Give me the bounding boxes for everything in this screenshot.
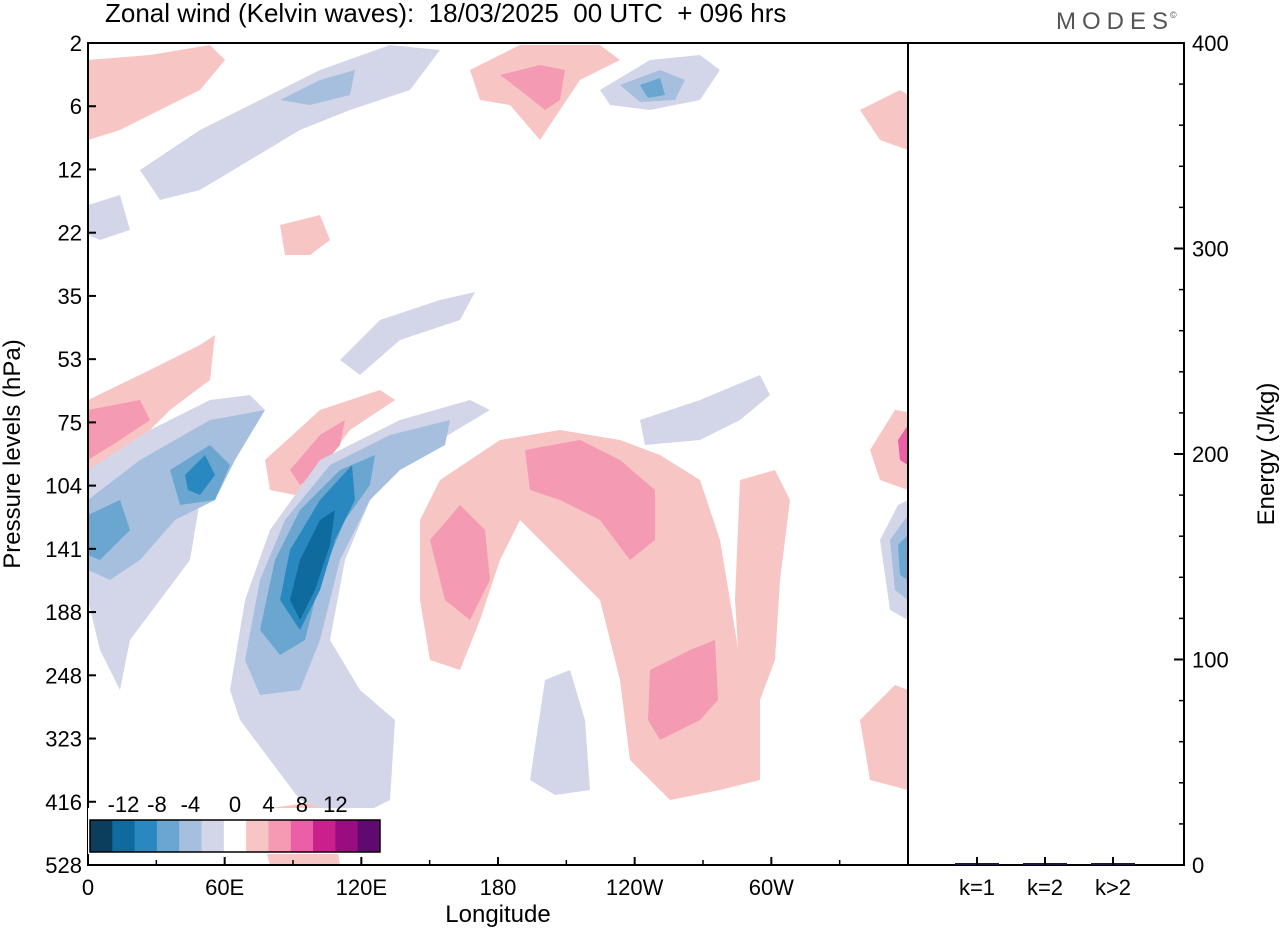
colorbar-label: 12 [323,792,347,817]
y-tick-label: 141 [45,537,82,562]
colorbar-swatch [223,820,247,852]
colorbar-swatch [335,820,359,852]
x-tick-label: 0 [82,875,94,900]
y-tick-label: 6 [70,94,82,119]
energy-tick-label: 0 [1192,853,1204,878]
colorbar-swatch [90,820,113,852]
contour-westerly-right-75 [870,410,908,490]
colorbar-label: 0 [229,792,241,817]
energy-axis-ticks: 0 100 200 300 400 [1174,31,1229,878]
y-tick-label: 248 [45,663,82,688]
colorbar-label: -8 [147,792,167,817]
contour-westerly-mid-core-c [648,640,718,740]
x-tick-label: 120W [606,875,664,900]
colorbar-label: -4 [181,792,201,817]
colorbar-swatch [357,820,381,852]
chart-title: Zonal wind (Kelvin waves): 18/03/2025 00… [105,0,787,28]
contour-westerly-22hPa [280,215,330,255]
contour-easterly-right-75 [640,375,770,445]
contour-westerly-upper-mid-core [500,65,565,110]
colorbar-swatch [268,820,292,852]
logo-text: MODES [1056,8,1175,35]
colorbar [88,808,382,854]
energy-tick-label: 300 [1192,237,1229,262]
contour-easterly-main-west-inner [185,455,215,495]
y-tick-label: 53 [58,347,82,372]
energy-category-label: k=2 [1027,875,1063,900]
energy-category-labels: k=1 k=2 k>2 [959,857,1131,900]
energy-plot-frame [907,42,1185,866]
contour-easterly-main-east [230,400,490,820]
y-tick-label: 528 [45,853,82,878]
contour-westerly-right-band [735,470,790,700]
y-tick-label: 323 [45,727,82,752]
colorbar-labels: -12 -8 -4 0 4 8 12 [108,792,348,817]
y-tick-label: 35 [58,284,82,309]
contour-westerly-left-75-core [88,400,150,460]
y-tick-label: 416 [45,790,82,815]
y-tick-label: 2 [70,31,82,56]
wind-contour-field [88,45,908,865]
x-tick-label: 120E [336,875,387,900]
colorbar-swatch [156,820,180,852]
contour-easterly-right-edge-core [898,535,908,580]
y-tick-label: 75 [58,410,82,435]
y-tick-label: 12 [58,157,82,182]
contour-easterly-main-east-core [290,510,335,620]
y-tick-label: 104 [45,474,82,499]
colorbar-label: 4 [262,792,274,817]
contour-westerly-mid-core-b [525,440,655,560]
colorbar-swatch [313,820,336,852]
contour-easterly-main-west-mid [88,410,265,580]
y-axis-title: Pressure levels (hPa) [0,339,26,568]
y-axis-ticks: 2 6 12 22 35 53 75 104 141 188 248 323 416 528 [45,31,96,878]
energy-tick-label: 100 [1192,648,1229,673]
y-tick-label: 188 [45,600,82,625]
y-tick-label: 22 [58,221,82,246]
contour-westerly-right-75-core [898,425,908,465]
contour-westerly-right-low [860,685,908,790]
contour-easterly-upper-band-core [280,70,355,105]
energy-tick-label: 400 [1192,31,1229,56]
modes-logo: MODES© [1056,8,1181,36]
colorbar-swatch [179,820,203,852]
contour-westerly-mid-core-a [430,505,490,620]
energy-category-label: k=1 [959,875,995,900]
x-tick-label: 60E [205,875,244,900]
energy-tick-label: 200 [1192,442,1229,467]
copyright-mark: © [1170,10,1177,20]
contour-westerly-90E-core [290,420,345,485]
x-axis-ticks: 0 60E 120E 180 120W 60W [82,857,841,900]
colorbar-label: 8 [296,792,308,817]
contour-easterly-22hPa-left [88,195,130,240]
colorbar-swatch [134,820,158,852]
x-axis-title: Longitude [445,901,550,928]
energy-axis-title: Energy (J/kg) [1253,383,1280,526]
x-tick-label: 180 [480,875,517,900]
colorbar-label: -12 [108,792,140,817]
contour-westerly-upper-left [88,45,225,140]
colorbar-frame [89,819,381,853]
contour-easterly-low-mid [530,670,590,795]
colorbar-swatch [112,820,136,852]
contour-easterly-upper-band [140,45,440,200]
contour-easterly-35hPa-band [340,292,475,375]
contour-westerly-upper-right [860,90,908,150]
x-tick-label: 60W [749,875,794,900]
colorbar-swatch [201,820,225,852]
contour-easterly-upper-right-core [640,78,665,98]
colorbar-swatch [246,820,269,852]
energy-category-label: k>2 [1095,875,1131,900]
colorbar-swatch [290,820,314,852]
